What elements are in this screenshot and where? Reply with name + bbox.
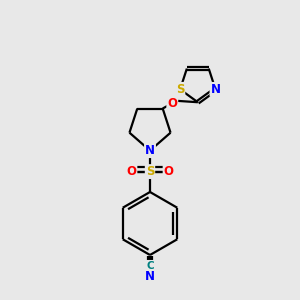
Text: N: N (145, 270, 155, 283)
Text: N: N (145, 144, 155, 157)
Text: S: S (176, 83, 184, 96)
Text: O: O (164, 165, 174, 178)
Text: C: C (146, 261, 154, 271)
Text: O: O (126, 165, 136, 178)
Text: S: S (146, 165, 154, 178)
Text: O: O (167, 97, 177, 110)
Text: N: N (211, 83, 220, 96)
